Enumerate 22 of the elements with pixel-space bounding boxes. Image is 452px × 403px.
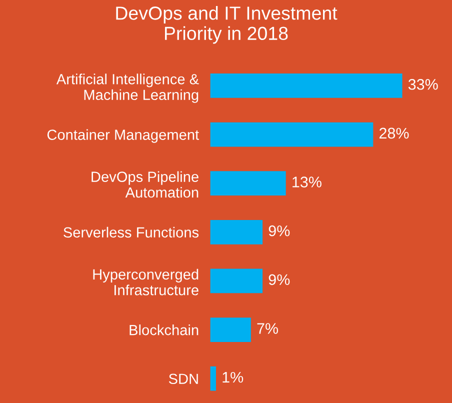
bar — [210, 366, 216, 391]
bar — [210, 74, 402, 98]
data-label: 9% — [268, 274, 290, 286]
data-label: 9% — [268, 225, 290, 236]
bar — [210, 220, 263, 244]
y-tick-label: Container Management — [47, 129, 199, 143]
y-tick-label: SDN — [168, 374, 198, 384]
data-label: 28% — [380, 128, 409, 139]
y-tick-label: DevOps Pipeline Automation — [92, 171, 198, 198]
y-tick-label: Blockchain — [130, 324, 198, 336]
bar — [210, 268, 263, 294]
y-tick-label: Artificial Intelligence & Machine Learning — [56, 74, 199, 103]
bar — [210, 171, 286, 196]
chart-title: DevOps and IT Investment Priority in 2018 — [116, 6, 338, 44]
data-label: 1% — [222, 372, 244, 383]
data-label: 33% — [408, 78, 438, 90]
bar — [210, 318, 251, 342]
y-tick-label: Serverless Functions — [64, 226, 199, 238]
bar — [210, 122, 374, 147]
data-label: 7% — [257, 323, 278, 334]
data-label: 13% — [292, 176, 322, 188]
y-tick-label: Hyperconverged Infrastructure — [93, 268, 198, 296]
